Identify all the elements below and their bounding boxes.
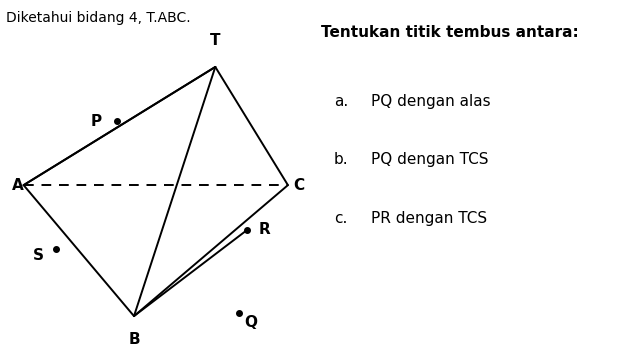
Text: R: R bbox=[259, 223, 271, 237]
Text: Tentukan titik tembus antara:: Tentukan titik tembus antara: bbox=[321, 25, 579, 40]
Text: Q: Q bbox=[244, 315, 257, 330]
Text: a.: a. bbox=[334, 94, 348, 109]
Text: S: S bbox=[33, 248, 44, 263]
Text: c.: c. bbox=[334, 211, 347, 225]
Text: T: T bbox=[210, 33, 221, 48]
Text: b.: b. bbox=[334, 152, 349, 167]
Text: Diketahui bidang 4, T.ABC.: Diketahui bidang 4, T.ABC. bbox=[6, 11, 191, 25]
Text: PR dengan TCS: PR dengan TCS bbox=[371, 211, 487, 225]
Text: B: B bbox=[128, 332, 140, 347]
Text: P: P bbox=[91, 114, 102, 129]
Text: A: A bbox=[12, 178, 23, 193]
Text: PQ dengan alas: PQ dengan alas bbox=[371, 94, 491, 109]
Text: PQ dengan TCS: PQ dengan TCS bbox=[371, 152, 488, 167]
Text: C: C bbox=[294, 178, 305, 193]
